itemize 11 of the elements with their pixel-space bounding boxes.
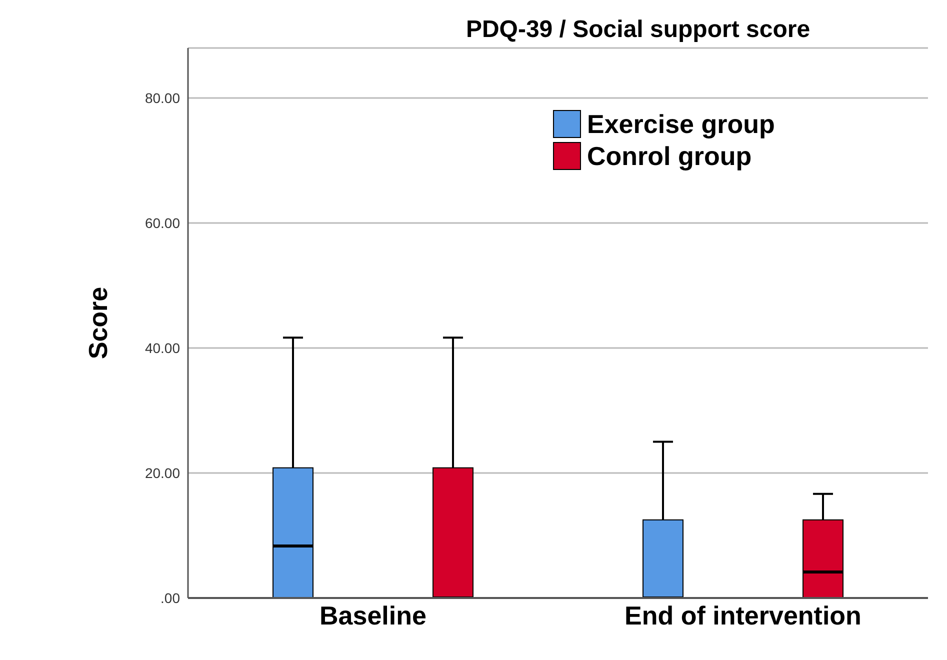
y-tick-label: 80.00 <box>144 90 180 106</box>
y-tick-label: .00 <box>160 590 180 606</box>
x-tick-label: Baseline <box>320 600 426 630</box>
y-tick-label: 40.00 <box>144 340 180 356</box>
y-axis-title: Score <box>83 286 114 360</box>
legend-label: Exercise group <box>587 108 775 140</box>
y-tick-label: 60.00 <box>144 214 180 231</box>
x-tick-label: End of intervention <box>624 600 862 630</box>
y-tick-label: 20.00 <box>144 464 180 481</box>
legend-label: Conrol group <box>587 140 752 172</box>
chart-title: PDQ-39 / Social support score <box>464 16 812 44</box>
